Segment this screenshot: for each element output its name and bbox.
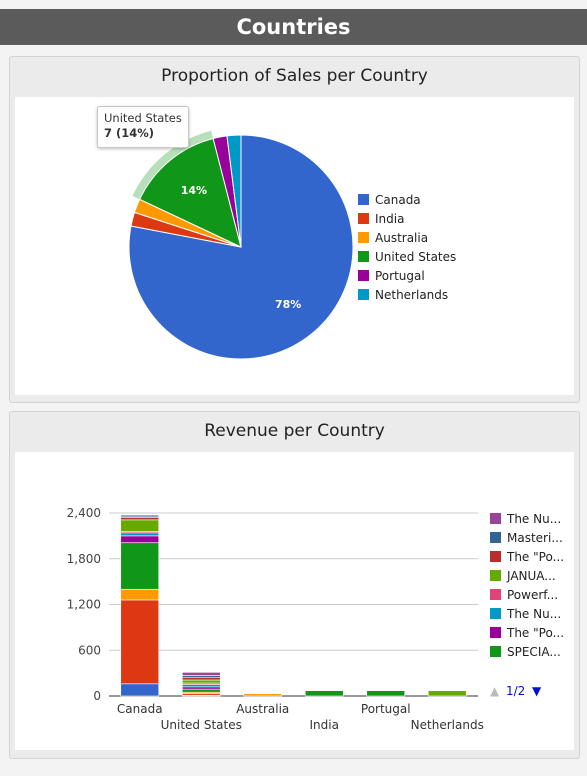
bar-legend-swatch-1 (490, 532, 501, 543)
bar-segment-canada-0[interactable] (120, 683, 160, 697)
legend-page-indicator: 1/2 (506, 684, 525, 698)
bar-segment-united-states-4[interactable] (181, 686, 221, 690)
bar-legend-swatch-0 (490, 513, 501, 524)
bar-legend-swatch-2 (490, 551, 501, 562)
bar-segment-india-3[interactable] (304, 690, 344, 697)
bar-legend-swatch-5 (490, 608, 501, 619)
pie-tooltip: United States 7 (14%) (97, 106, 189, 148)
pie-data-label-united-states: 14% (181, 184, 207, 197)
pie-legend-label-united-states[interactable]: United States (375, 250, 456, 264)
tooltip-value: 7 (14%) (104, 126, 155, 140)
pie-data-label-canada: 78% (275, 298, 301, 311)
sales-pie-chart[interactable]: 78% 14% Canada India Australia United States P… (15, 97, 574, 395)
pie-legend-label-netherlands[interactable]: Netherlands (375, 288, 448, 302)
y-tick-label-600: 600 (78, 643, 101, 657)
pie-legend-swatch-india (358, 213, 369, 224)
bar-segment-united-states-3[interactable] (181, 688, 221, 693)
bar-legend-swatch-7 (490, 646, 501, 657)
bar-legend-label-0[interactable]: The Nu... (506, 512, 561, 526)
bar-legend-label-7[interactable]: SPECIA... (507, 645, 561, 659)
x-tick-label-india: India (310, 718, 339, 732)
x-tick-label-portugal: Portugal (361, 702, 411, 716)
bar-segment-canada-1[interactable] (120, 599, 160, 685)
bar-segment-united-states-5[interactable] (181, 684, 221, 688)
bar-segment-united-states-7[interactable] (181, 679, 221, 684)
y-tick-label-0: 0 (93, 689, 101, 703)
bar-segment-canada-5[interactable] (120, 532, 160, 537)
bar-segment-canada-7[interactable] (120, 519, 160, 532)
pie-slice-netherlands[interactable] (226, 134, 242, 248)
revenue-panel: Revenue per Country 0 600 1,200 1,800 2,400 C… (9, 411, 580, 759)
revenue-panel-title: Revenue per Country (204, 421, 385, 441)
x-tick-label-netherlands: Netherlands (411, 718, 484, 732)
pie-legend-label-portugal[interactable]: Portugal (375, 269, 425, 283)
legend-page-up-icon[interactable]: ▲ (490, 684, 500, 698)
bar-segment-canada-3[interactable] (120, 542, 160, 590)
sales-chart-area: 78% 14% Canada India Australia United States P… (15, 97, 574, 395)
pie-slice-highlight-united-states (132, 130, 214, 200)
legend-page-down-icon[interactable]: ▼ (532, 684, 542, 698)
tooltip-country: United States (104, 111, 182, 125)
pie-legend-label-canada[interactable]: Canada (375, 193, 421, 207)
bar-segment-netherlands-7[interactable] (427, 690, 467, 697)
pie-legend-label-india[interactable]: India (375, 212, 404, 226)
y-tick-label-1200: 1,200 (67, 598, 101, 612)
bar-segment-canada-2[interactable] (120, 588, 160, 601)
bar-segment-united-states-10[interactable] (181, 672, 221, 676)
revenue-chart-area: 0 600 1,200 1,800 2,400 Canada United States Au… (15, 452, 574, 750)
bar-legend-label-6[interactable]: The "Po... (506, 626, 564, 640)
bar-segment-united-states-8[interactable] (181, 677, 221, 681)
bar-segment-canada-8[interactable] (120, 517, 160, 521)
bar-segment-canada-10[interactable] (120, 514, 160, 517)
bar-segment-portugal-3[interactable] (366, 690, 406, 697)
bar-legend-label-2[interactable]: The "Po... (506, 550, 564, 564)
page-header: Countries (0, 9, 587, 45)
pie-legend-swatch-portugal (358, 270, 369, 281)
x-tick-label-canada: Canada (117, 702, 163, 716)
bar-segment-united-states-9[interactable] (181, 675, 221, 679)
pie-legend-swatch-canada (358, 194, 369, 205)
page-title: Countries (236, 15, 351, 39)
pie-legend-label-australia[interactable]: Australia (375, 231, 428, 245)
y-tick-label-1800: 1,800 (67, 552, 101, 566)
sales-panel-title: Proportion of Sales per Country (161, 66, 428, 86)
bar-legend-label-1[interactable]: Masteri... (507, 531, 563, 545)
sales-panel: Proportion of Sales per Country 78% 14% Ca… (9, 56, 580, 403)
pie-legend-swatch-australia (358, 232, 369, 243)
bar-legend-swatch-3 (490, 570, 501, 581)
x-tick-label-australia: Australia (236, 702, 289, 716)
x-tick-label-united-states: United States (161, 718, 242, 732)
bar-legend-swatch-6 (490, 627, 501, 638)
pie-legend-swatch-netherlands (358, 289, 369, 300)
bar-segment-canada-4[interactable] (120, 535, 160, 544)
bar-segment-australia-2[interactable] (243, 693, 283, 697)
revenue-bar-chart[interactable]: 0 600 1,200 1,800 2,400 Canada United States Au… (15, 452, 574, 750)
bar-legend-label-4[interactable]: Powerf... (507, 588, 558, 602)
bar-legend-label-5[interactable]: The Nu... (506, 607, 561, 621)
y-tick-label-2400: 2,400 (67, 506, 101, 520)
bar-legend-label-3[interactable]: JANUA... (506, 569, 556, 583)
pie-slice-united-states[interactable] (138, 137, 242, 248)
pie-legend-swatch-united-states (358, 251, 369, 262)
bar-legend-swatch-4 (490, 589, 501, 600)
